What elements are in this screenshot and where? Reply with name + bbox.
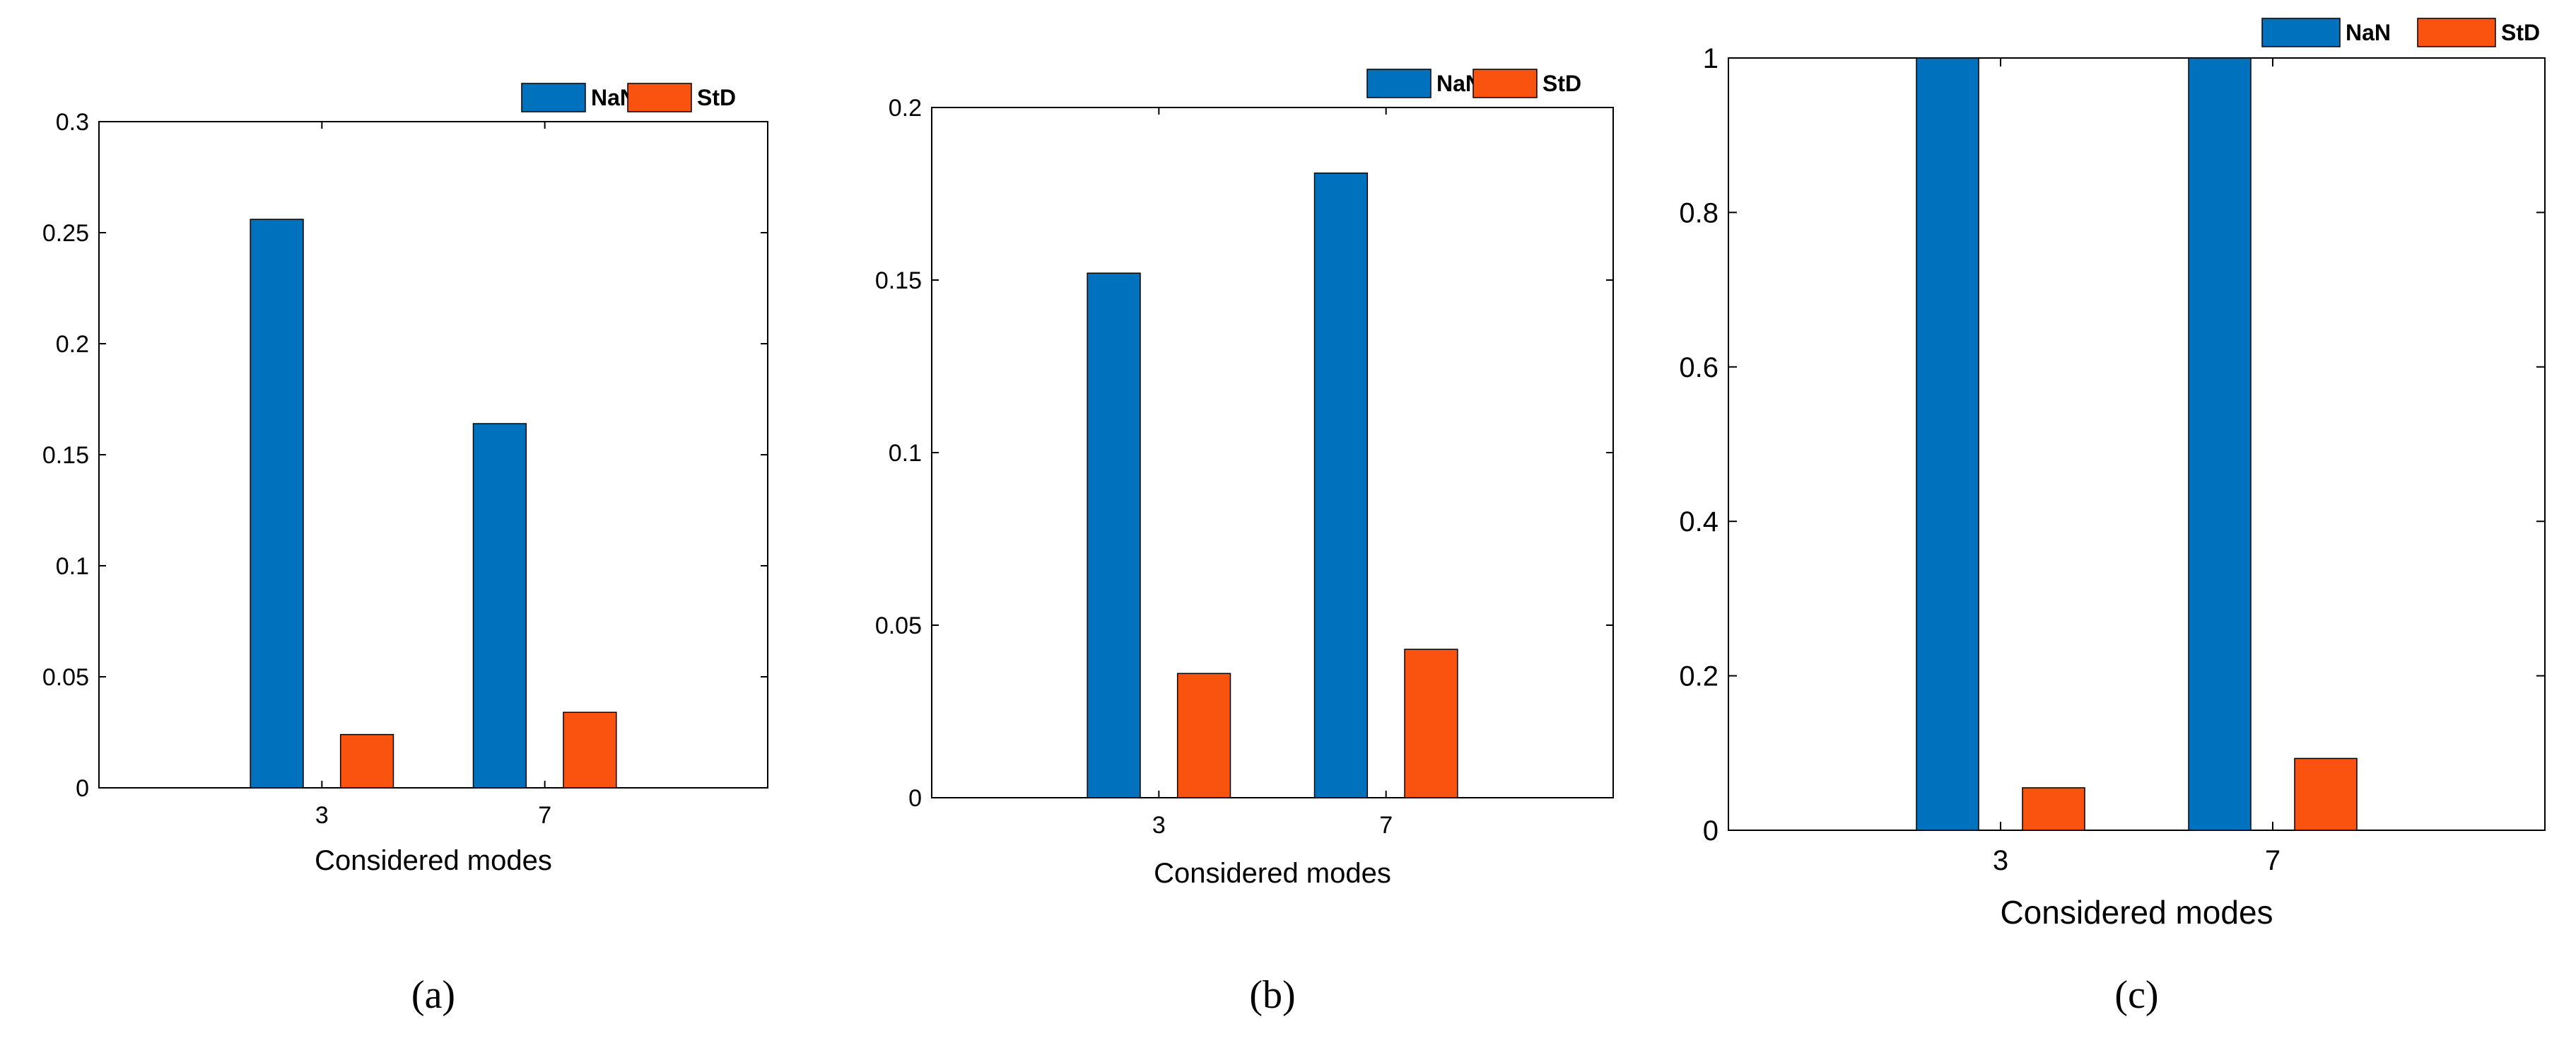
y-tick-label: 0 <box>1703 815 1719 847</box>
bar-nan-3 <box>1916 57 1979 831</box>
legend-swatch-nan <box>521 83 586 112</box>
x-tick-label: 3 <box>315 802 329 829</box>
bar-nan-7 <box>1313 172 1369 798</box>
panel-a: 0 0.05 0.1 0.15 0.2 0.25 0.3 3 7 Considered modes… <box>42 83 768 1017</box>
x-axis-label: Considered modes <box>2000 894 2273 931</box>
x-axis-label: Considered modes <box>1154 858 1391 889</box>
legend-label-std: StD <box>2501 20 2540 45</box>
y-tick-label: 0.3 <box>56 109 89 136</box>
x-tick-label: 3 <box>1152 812 1166 839</box>
x-tick-label: 3 <box>1993 845 2008 876</box>
bar-std-3 <box>1176 673 1231 798</box>
bar-nan-7 <box>472 423 527 789</box>
legend-swatch-std <box>627 83 692 112</box>
panel-label: (c) <box>2114 973 2158 1017</box>
plot-area-box <box>98 121 768 789</box>
y-tick-label: 0.1 <box>56 553 89 580</box>
bar-std-3 <box>339 733 394 789</box>
panel-label: (b) <box>1249 973 1295 1017</box>
panel-label: (a) <box>411 973 455 1017</box>
y-tick-label: 0.2 <box>56 331 89 358</box>
bar-nan-3 <box>250 219 304 789</box>
legend: NaN StD <box>1366 69 1581 98</box>
plot-area-box <box>931 107 1614 798</box>
y-tick-label: 0.15 <box>875 267 922 294</box>
legend-label-nan: NaN <box>2346 20 2391 45</box>
panel-c: 0 0.2 0.4 0.6 0.8 1 3 7 Considered modes (c) NaN St… <box>1679 18 2546 1017</box>
bar-nan-7 <box>2188 57 2252 831</box>
y-tick-label: 0.2 <box>1679 661 1719 692</box>
legend: NaN StD <box>521 83 736 112</box>
legend-swatch-std <box>1473 69 1538 98</box>
y-tick-label: 0 <box>76 775 89 802</box>
y-tick-label: 0.25 <box>42 220 89 247</box>
bar-nan-3 <box>1087 272 1141 798</box>
legend: NaN StD <box>2261 18 2540 47</box>
bar-std-7 <box>2294 757 2358 831</box>
y-tick-label: 0.05 <box>42 664 89 691</box>
legend-swatch-nan <box>2261 18 2341 47</box>
legend-swatch-std <box>2417 18 2496 47</box>
y-tick-label: 0.6 <box>1679 352 1719 383</box>
y-tick-label: 0.15 <box>42 442 89 469</box>
x-tick-label: 7 <box>2265 845 2281 876</box>
plot-area-box <box>1728 57 2546 831</box>
legend-label-std: StD <box>1542 71 1581 96</box>
y-tick-label: 0.8 <box>1679 197 1719 228</box>
panel-b: 0 0.05 0.1 0.15 0.2 3 7 Considered modes (b) NaN S… <box>875 69 1614 1017</box>
y-tick-label: 0 <box>908 785 922 812</box>
y-tick-label: 0.2 <box>889 95 922 122</box>
y-tick-label: 1 <box>1703 43 1719 74</box>
x-tick-label: 7 <box>1379 812 1393 839</box>
x-tick-label: 7 <box>538 802 551 829</box>
y-tick-label: 0.1 <box>889 440 922 467</box>
x-axis-label: Considered modes <box>315 845 552 876</box>
bar-std-7 <box>563 711 617 789</box>
legend-swatch-nan <box>1366 69 1432 98</box>
y-tick-label: 0.05 <box>875 612 922 639</box>
bar-std-7 <box>1404 649 1458 798</box>
bar-std-3 <box>2022 787 2085 831</box>
y-tick-label: 0.4 <box>1679 506 1719 537</box>
legend-label-std: StD <box>697 85 736 110</box>
